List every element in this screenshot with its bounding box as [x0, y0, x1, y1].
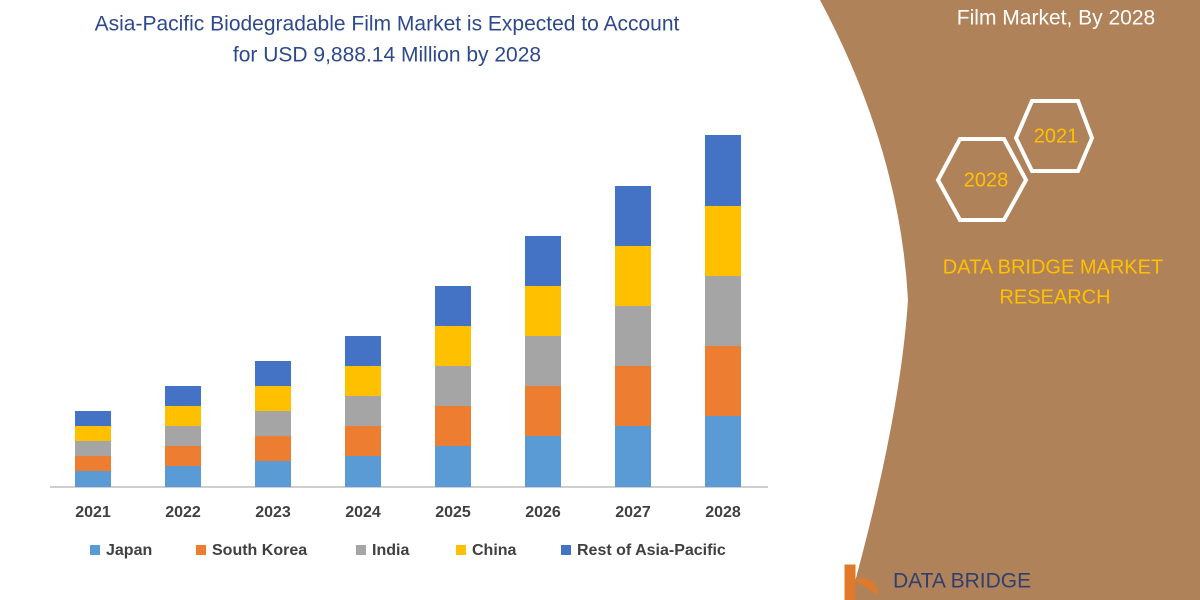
x-tick-label: 2023 [255, 504, 291, 521]
bar-segment [705, 416, 741, 487]
brand-line: DATA BRIDGE MARKET [943, 256, 1163, 278]
bar-segment [435, 366, 471, 406]
brand-line: RESEARCH [999, 286, 1110, 308]
bar-segment [435, 446, 471, 487]
hexagon [935, 137, 1029, 222]
bar-segment [435, 406, 471, 446]
bar-segment [165, 386, 201, 406]
legend-swatch [456, 545, 466, 555]
x-tick-label: 2022 [165, 504, 201, 521]
hexagon-label: 2021 [1034, 125, 1079, 147]
bar-segment [525, 236, 561, 286]
x-tick-label: 2026 [525, 504, 561, 521]
bar-segment [75, 441, 111, 456]
bar-segment [165, 466, 201, 487]
bar-segment [615, 366, 651, 426]
logo-icon [844, 564, 879, 600]
bar-segment [345, 426, 381, 456]
bar-segment [525, 336, 561, 386]
bar-segment [165, 446, 201, 466]
legend-label: China [472, 542, 517, 559]
bar-segment [615, 306, 651, 366]
legend-label: India [372, 542, 409, 559]
bar-segment [255, 361, 291, 386]
bar-segment [75, 456, 111, 471]
bar-segment [615, 246, 651, 306]
legend-swatch [196, 545, 206, 555]
bar-segment [255, 461, 291, 487]
bar-segment [615, 186, 651, 246]
bar-segment [75, 471, 111, 487]
bar-segment [345, 456, 381, 487]
x-tick-label: 2021 [75, 504, 111, 521]
bar-segment [525, 286, 561, 336]
bar-segment [435, 286, 471, 326]
bar-segment [705, 276, 741, 346]
side-panel-bg [820, 0, 1200, 600]
bar-segment [255, 411, 291, 436]
bar-segment [255, 436, 291, 461]
hexagon [1013, 99, 1095, 173]
bar-segment [165, 406, 201, 426]
bar-segment [345, 396, 381, 426]
logo-text: DATA BRIDGE [893, 570, 1031, 593]
legend-swatch [561, 545, 571, 555]
hexagon-label: 2028 [964, 169, 1009, 191]
bar-segment [705, 135, 741, 206]
bar-segment [705, 346, 741, 416]
bar-segment [75, 426, 111, 441]
x-tick-label: 2025 [435, 504, 471, 521]
panel-heading: Film Market, By 2028 [957, 7, 1155, 30]
bar-segment [75, 411, 111, 426]
chart-title: Asia-Pacific Biodegradable Film Market i… [95, 13, 680, 36]
legend-swatch [356, 545, 366, 555]
bar-segment [345, 366, 381, 396]
bar-segment [345, 336, 381, 366]
legend-label: Japan [106, 542, 152, 559]
x-tick-label: 2024 [345, 504, 381, 521]
bar-segment [525, 436, 561, 487]
bar-segment [525, 386, 561, 436]
x-tick-label: 2027 [615, 504, 651, 521]
bar-segment [255, 386, 291, 411]
legend-label: South Korea [212, 542, 307, 559]
chart-title: for USD 9,888.14 Million by 2028 [233, 44, 541, 67]
legend-label: Rest of Asia-Pacific [577, 542, 726, 559]
bar-segment [705, 206, 741, 276]
bar-segment [615, 426, 651, 487]
bar-segment [165, 426, 201, 446]
legend-swatch [90, 545, 100, 555]
bar-segment [435, 326, 471, 366]
x-tick-label: 2028 [705, 504, 741, 521]
